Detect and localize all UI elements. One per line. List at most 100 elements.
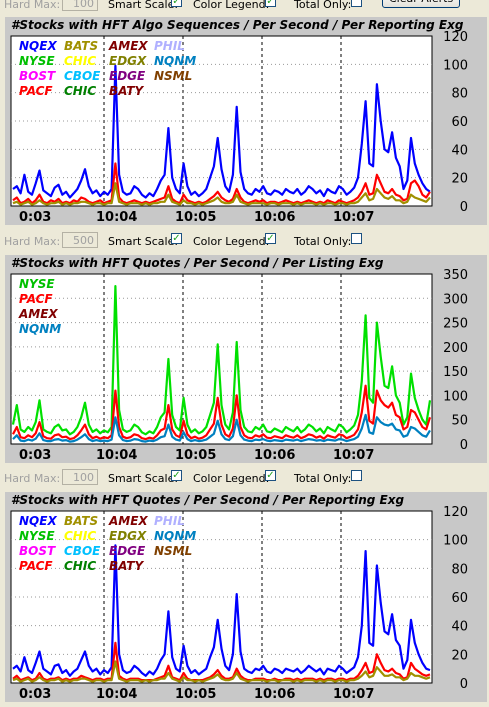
legend-entry: EDGX bbox=[109, 529, 147, 543]
y-tick-label: 100 bbox=[443, 389, 468, 404]
y-tick-label: 350 bbox=[443, 268, 468, 283]
total-only-label: Total Only: bbox=[294, 0, 352, 11]
legend-entry: NQNM bbox=[154, 529, 196, 543]
x-tick-label: 10:06 bbox=[254, 210, 295, 225]
legend-entry: EDGX bbox=[109, 54, 147, 68]
hard-max-label: Hard Max: bbox=[4, 0, 61, 11]
smart-scale-label: Smart Scale: bbox=[108, 0, 179, 11]
toolbar-2: Hard Max: 500 Smart Scale: ✓ Color Legen… bbox=[0, 231, 489, 253]
legend-entry: NQEX bbox=[19, 39, 57, 53]
legend-entry: NQEX bbox=[19, 514, 57, 528]
y-tick-label: 40 bbox=[451, 620, 468, 635]
x-tick-label: 10:05 bbox=[175, 210, 216, 225]
toolbar-1: Hard Max: 100 Smart Scale: ✓ Color Legen… bbox=[0, 0, 489, 16]
legend-entry: EDGE bbox=[109, 544, 146, 558]
legend-entry: NYSE bbox=[19, 277, 55, 291]
legend-entry: CHIC bbox=[64, 559, 96, 573]
y-tick-label: 0 bbox=[460, 200, 468, 215]
total-only-checkbox[interactable] bbox=[351, 233, 362, 244]
smart-scale-label: Smart Scale: bbox=[108, 235, 179, 248]
total-only-checkbox[interactable] bbox=[351, 0, 362, 7]
y-tick-label: 250 bbox=[443, 317, 468, 332]
y-tick-label: 120 bbox=[443, 505, 468, 520]
series-line-bats bbox=[12, 182, 431, 206]
total-only-checkbox[interactable] bbox=[351, 470, 362, 481]
y-tick-label: 0 bbox=[460, 438, 468, 453]
y-tick-label: 120 bbox=[443, 30, 468, 45]
hard-max-label: Hard Max: bbox=[4, 472, 61, 485]
y-tick-label: 50 bbox=[451, 414, 468, 429]
series-line-nqnm bbox=[12, 413, 431, 443]
legend-entry: CBOE bbox=[64, 544, 101, 558]
clear-alerts-button[interactable]: Clear Alerts bbox=[382, 0, 461, 8]
series-line-bats bbox=[12, 660, 431, 683]
y-tick-label: 40 bbox=[451, 143, 468, 158]
y-tick-label: 20 bbox=[451, 172, 468, 187]
x-tick-label: 10:04 bbox=[96, 687, 137, 702]
chart-svg: 0 50 100 150 200 250 300 350 0:03 10:04 10:05 10:06… bbox=[10, 268, 468, 463]
y-tick-label: 200 bbox=[443, 341, 468, 356]
legend-entry: NSML bbox=[154, 544, 192, 558]
legend-entry: NYSE bbox=[19, 54, 55, 68]
x-tick-label: 10:07 bbox=[333, 687, 374, 702]
legend-entry: BATS bbox=[64, 39, 98, 53]
series-line-pacf bbox=[12, 384, 432, 441]
x-tick-label: 0:03 bbox=[19, 210, 51, 225]
hard-max-input[interactable]: 100 bbox=[62, 0, 98, 11]
x-tick-label: 10:06 bbox=[254, 448, 295, 463]
chart-panel-algo-sequences: #Stocks with HFT Algo Sequences / Per Se… bbox=[5, 17, 487, 225]
legend-entry: NQNM bbox=[19, 322, 61, 336]
y-tick-label: 300 bbox=[443, 292, 468, 307]
color-legend-checkbox[interactable]: ✓ bbox=[265, 233, 276, 244]
total-only-label: Total Only: bbox=[294, 472, 352, 485]
series-line-nyse bbox=[11, 285, 432, 436]
y-tick-label: 0 bbox=[460, 677, 468, 692]
y-tick-label: 80 bbox=[451, 87, 468, 102]
chart-title: #Stocks with HFT Quotes / Per Second / P… bbox=[11, 493, 405, 507]
legend-entry: PACF bbox=[19, 559, 53, 573]
smart-scale-label: Smart Scale: bbox=[108, 472, 179, 485]
legend-entry: NSML bbox=[154, 69, 192, 83]
hard-max-input[interactable]: 500 bbox=[62, 232, 98, 248]
legend-entry: CHIC bbox=[64, 84, 96, 98]
hard-max-label: Hard Max: bbox=[4, 235, 61, 248]
legend-entry: AMEX bbox=[108, 39, 148, 53]
legend-entry: BOST bbox=[19, 544, 56, 558]
hard-max-input[interactable]: 100 bbox=[62, 469, 98, 485]
smart-scale-checkbox[interactable]: ✓ bbox=[171, 470, 182, 481]
color-legend-label: Color Legend: bbox=[193, 472, 270, 485]
chart-title: #Stocks with HFT Algo Sequences / Per Se… bbox=[11, 18, 464, 32]
legend-entry: CHIC bbox=[64, 529, 96, 543]
chart-svg: 0 20 40 60 80 100 120 0:03 10:04 10:05 10:06 10:07 N… bbox=[10, 30, 468, 225]
legend-entry: NQNM bbox=[154, 54, 196, 68]
legend-entry: PACF bbox=[19, 84, 53, 98]
x-tick-label: 10:05 bbox=[175, 448, 216, 463]
series-line-nqex bbox=[12, 544, 431, 677]
y-tick-label: 20 bbox=[451, 648, 468, 663]
y-tick-label: 150 bbox=[443, 365, 468, 380]
smart-scale-checkbox[interactable]: ✓ bbox=[171, 0, 182, 7]
legend-entry: PACF bbox=[19, 292, 53, 306]
chart-title: #Stocks with HFT Quotes / Per Second / P… bbox=[11, 256, 384, 270]
toolbar-3: Hard Max: 100 Smart Scale: ✓ Color Legen… bbox=[0, 468, 489, 490]
legend-entry: BATY bbox=[109, 559, 144, 573]
smart-scale-checkbox[interactable]: ✓ bbox=[171, 233, 182, 244]
legend-entry: BOST bbox=[19, 69, 56, 83]
x-tick-label: 10:06 bbox=[254, 687, 295, 702]
plot-area bbox=[10, 510, 433, 684]
series-line-pacf bbox=[12, 641, 431, 682]
x-tick-label: 0:03 bbox=[19, 687, 51, 702]
total-only-label: Total Only: bbox=[294, 235, 352, 248]
x-tick-label: 10:07 bbox=[333, 448, 374, 463]
y-tick-label: 60 bbox=[451, 115, 468, 130]
legend-entry: CBOE bbox=[64, 69, 101, 83]
legend-entry: PHIL bbox=[154, 514, 185, 528]
y-tick-label: 80 bbox=[451, 562, 468, 577]
legend-entry: CHIC bbox=[64, 54, 96, 68]
color-legend-checkbox[interactable]: ✓ bbox=[265, 0, 276, 7]
legend-entry: BATY bbox=[109, 84, 144, 98]
y-tick-label: 60 bbox=[451, 591, 468, 606]
chart-panel-listing-exg: #Stocks with HFT Quotes / Per Second / P… bbox=[5, 255, 487, 463]
color-legend-checkbox[interactable]: ✓ bbox=[265, 470, 276, 481]
legend-entry: BATS bbox=[64, 514, 98, 528]
